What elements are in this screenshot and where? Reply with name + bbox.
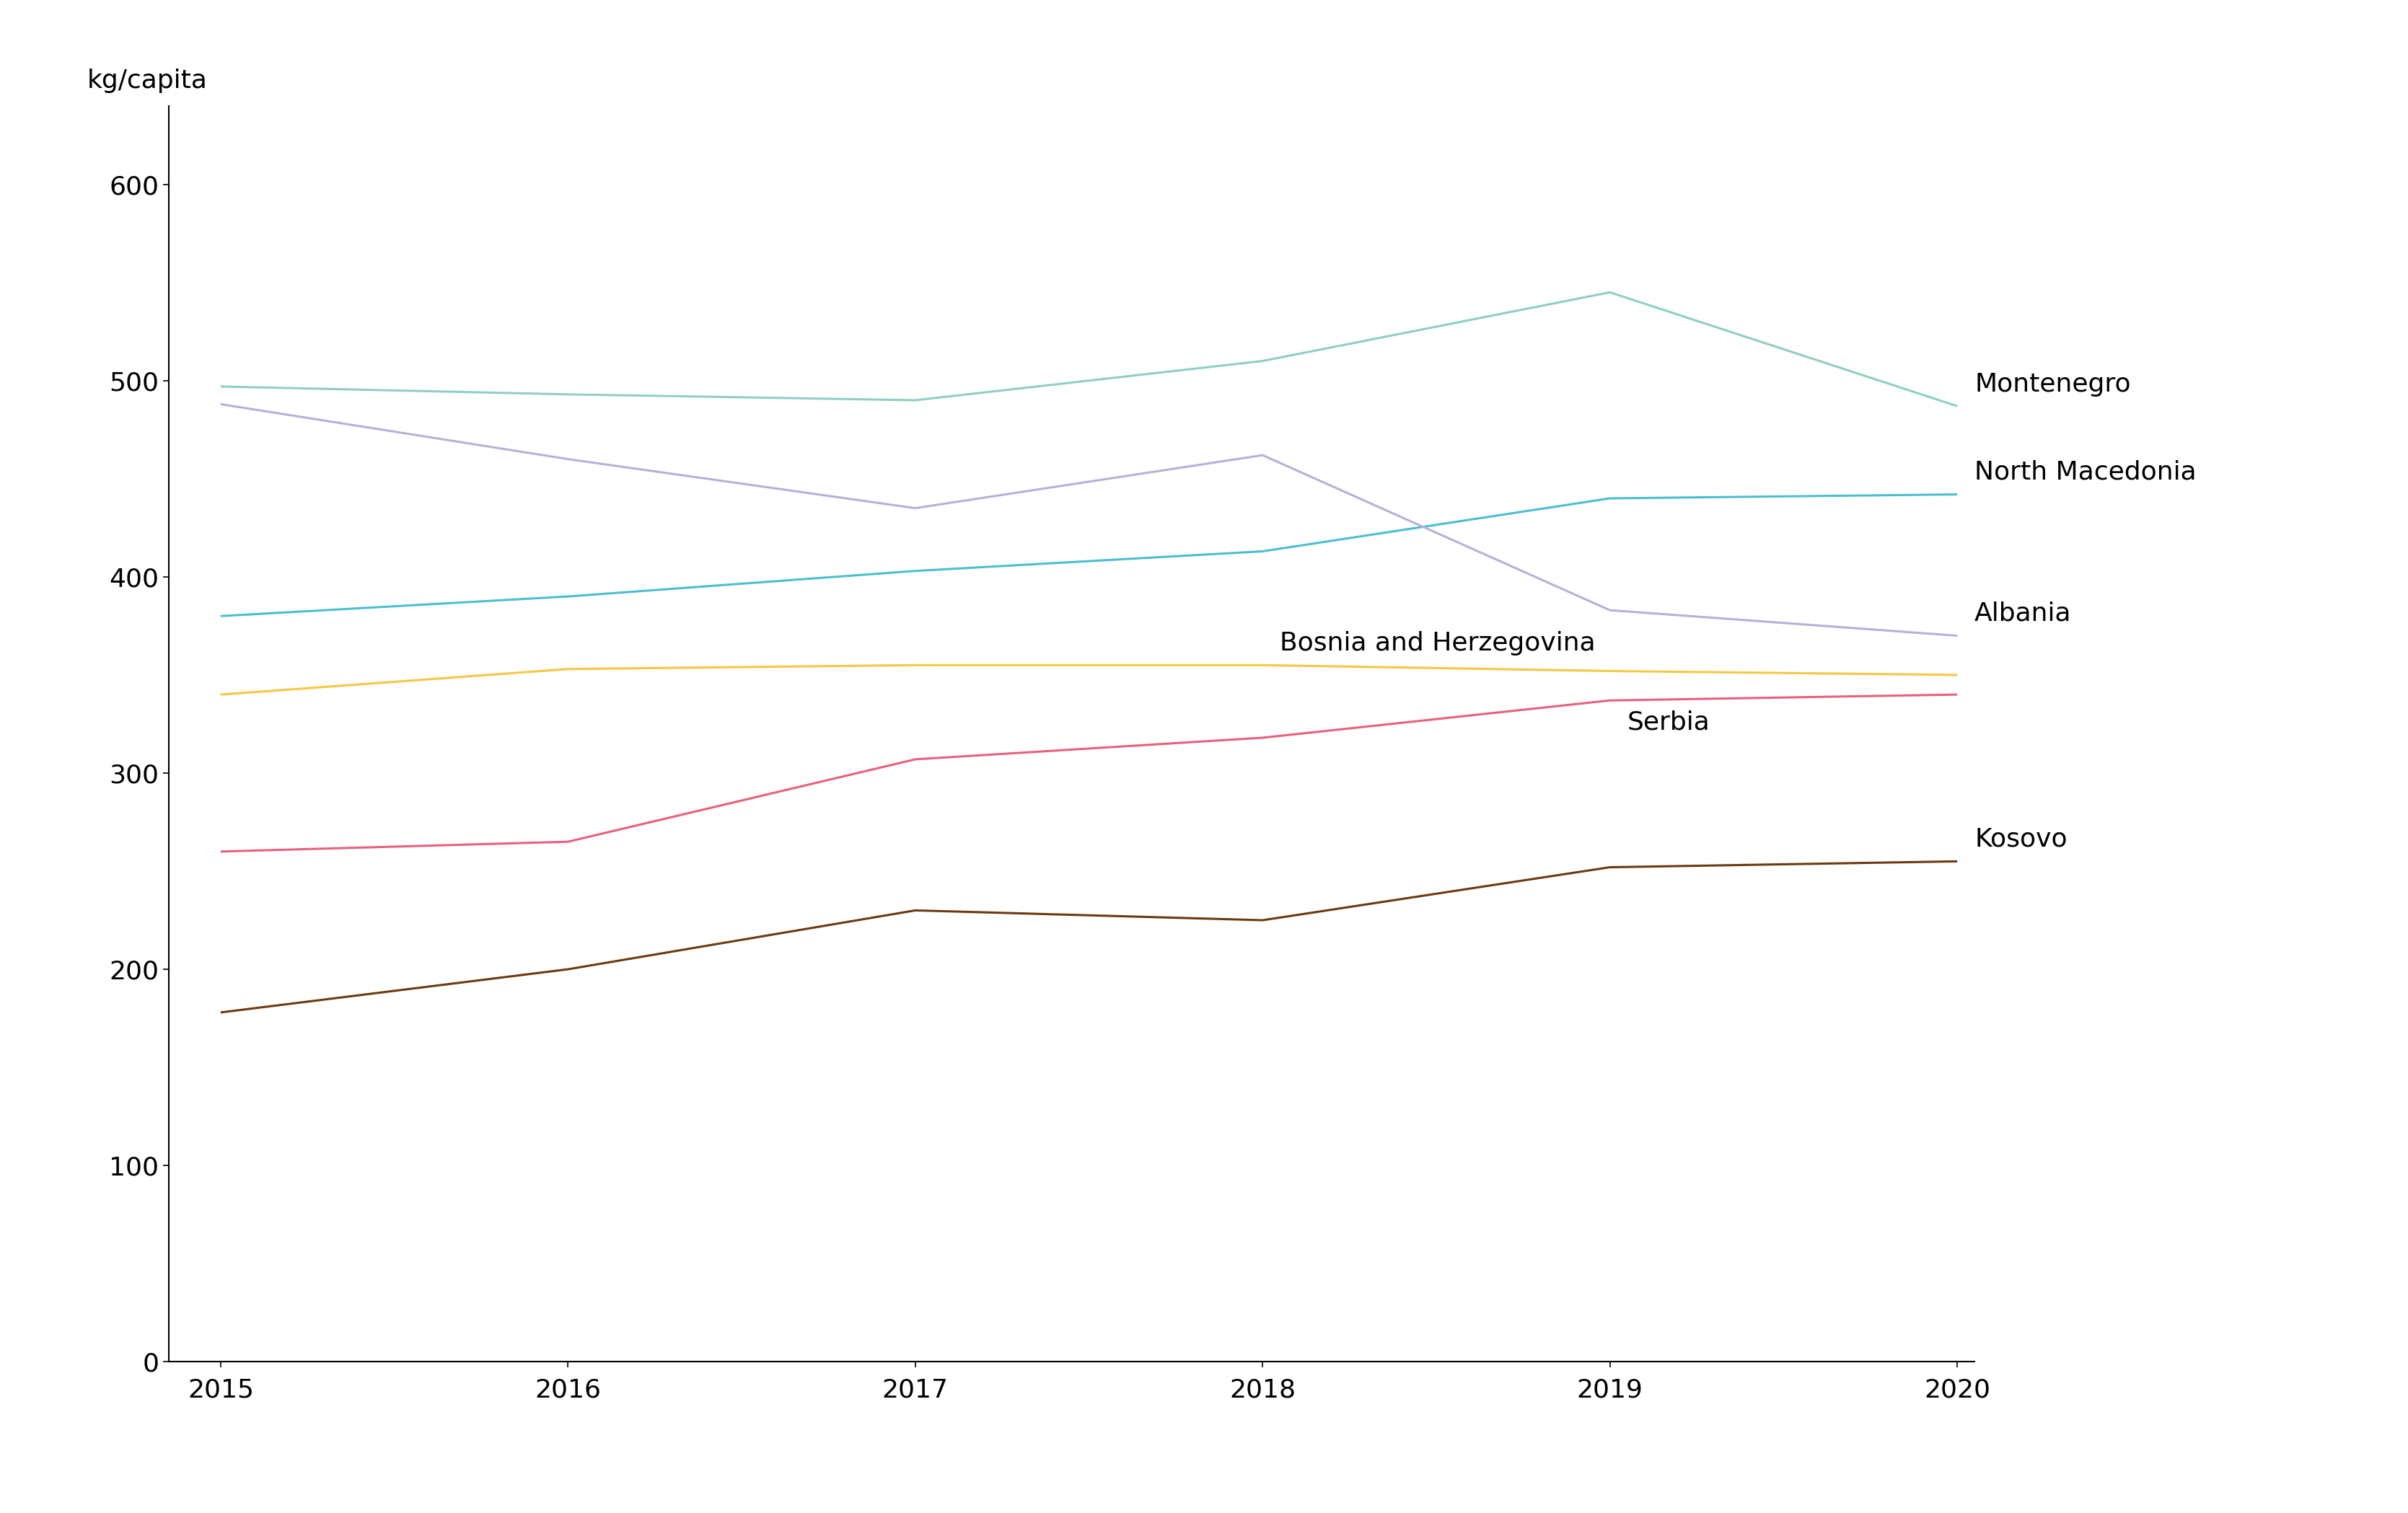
Text: Montenegro: Montenegro [1975, 372, 2131, 396]
Text: Kosovo: Kosovo [1975, 828, 2068, 852]
Text: kg/capita: kg/capita [87, 68, 207, 94]
Text: Bosnia and Herzegovina: Bosnia and Herzegovina [1281, 631, 1597, 655]
Text: Albania: Albania [1975, 601, 2071, 626]
Text: Serbia: Serbia [1628, 710, 1710, 735]
Text: North Macedonia: North Macedonia [1975, 460, 2196, 484]
